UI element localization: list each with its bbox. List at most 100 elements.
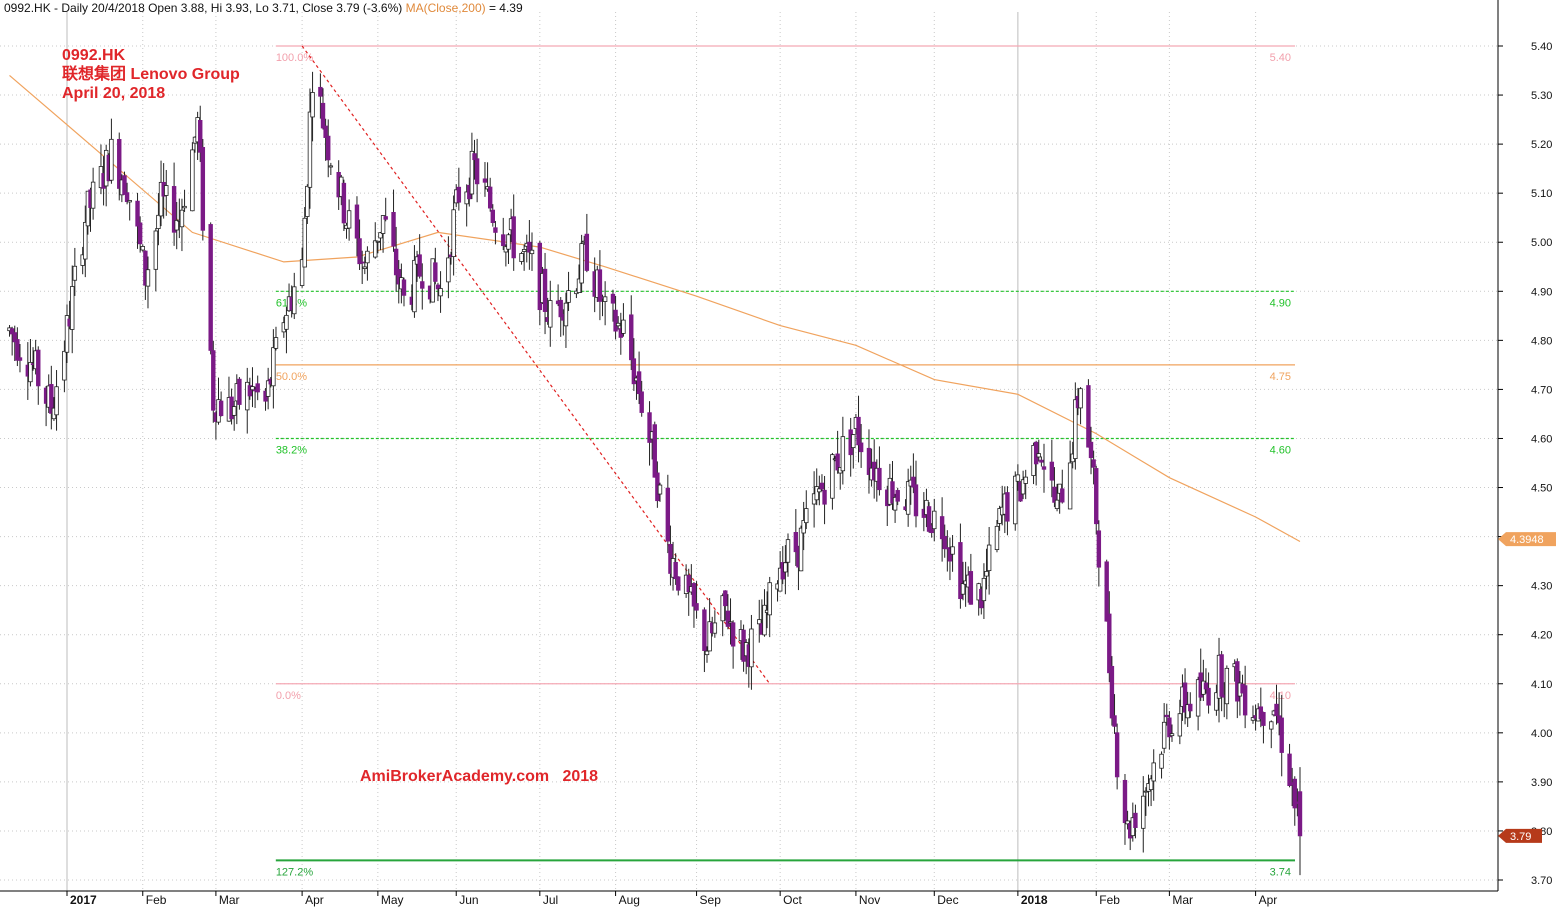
candle-down [1219,654,1224,697]
ma-value-badge-label: 4.3948 [1510,534,1544,546]
x-tick-label: Feb [146,893,167,907]
ohlc-readout: 0992.HK - Daily 20/4/2018 Open 3.88, Hi … [4,1,403,15]
candle-down [1096,530,1102,568]
candle-down [890,481,895,504]
y-tick-label: 5.40 [1531,41,1552,53]
candle-down [501,234,506,247]
candle-down [320,102,326,129]
watermark: AmiBrokerAcademy.com 2018 [360,768,599,785]
candle-down [1091,459,1096,468]
candle-down [584,233,590,271]
candle-up [1224,667,1230,705]
candle-down [487,186,493,209]
fib-pct-label: 38.2% [276,444,307,456]
candle-up [1015,474,1021,482]
candle-down [357,238,362,265]
candle-up [981,577,987,602]
candle-down [1292,778,1297,809]
candle-up [892,496,898,511]
candle-up [798,527,804,572]
candle-up [265,380,271,397]
x-tick-label: Jul [543,893,558,907]
y-tick-label: 4.10 [1531,679,1552,691]
candle-up [960,583,966,595]
candle-down [968,571,974,605]
x-tick-label: Oct [783,893,802,907]
candle-down [911,476,916,488]
candle-down [208,224,213,351]
candle-up [1151,762,1156,782]
candle-down [211,350,216,411]
candle-up [373,240,378,258]
ma-value: = 4.39 [485,1,523,15]
candle-down [686,575,691,593]
candle-down [200,147,206,231]
candle-up [250,386,255,391]
candle-up [712,622,718,634]
candle-up [109,138,114,181]
candle-down [1041,466,1047,470]
y-tick-label: 5.10 [1531,188,1552,200]
candle-up [1159,753,1164,769]
candle-up [757,619,762,625]
candle-down [135,200,140,227]
candle-down [1107,613,1112,674]
x-tick-label: Sep [700,893,722,907]
candle-up [950,546,955,555]
ma-label: MA(Close,200) [405,1,486,15]
candle-up [840,436,846,472]
y-tick-label: 4.00 [1531,728,1552,740]
candle-up [817,488,822,493]
candle-up [579,243,584,284]
candle-down [255,383,260,393]
y-tick-label: 4.70 [1531,384,1552,396]
candle-down [1133,812,1138,828]
candle-down [393,248,399,276]
candle-down [542,268,548,312]
candle-down [490,209,496,223]
candle-up [438,288,443,297]
fib-price-label: 3.74 [1270,866,1291,878]
x-tick-label: Jun [459,893,478,907]
candle-up [720,595,725,622]
candle-down [124,192,130,203]
candle-down [12,332,17,343]
candle-up [174,219,179,231]
candle-down [36,349,41,387]
candle-up [762,604,767,636]
candle-up [307,111,313,188]
candle-up [519,253,524,262]
candle-down [597,269,603,302]
candle-down [822,489,827,505]
candle-down [435,284,441,290]
candle-down [647,412,652,443]
candle-up [1141,795,1146,829]
candle-down [1242,685,1248,716]
x-tick-label: Aug [619,893,640,907]
candle-down [359,261,365,264]
candle-up [127,200,132,203]
fib-price-label: 4.75 [1270,371,1291,383]
candle-up [231,406,237,416]
candle-down [15,339,20,361]
candle-up [271,347,276,387]
candle-down [558,299,563,318]
candle-up [801,520,806,534]
candle-up [984,571,989,577]
candle-down [877,467,882,491]
candle-down [383,216,388,220]
x-tick-label: Apr [1259,893,1278,907]
candle-up [292,286,297,315]
candle-down [1109,665,1115,719]
candle-up [302,217,307,268]
candle-up [704,650,710,656]
y-tick-label: 5.00 [1531,237,1552,249]
candle-down [1104,561,1109,622]
candle-down [198,120,203,153]
candle-up [1169,733,1175,737]
candle-down [730,622,736,647]
candle-down [665,487,671,542]
candle-up [80,254,85,266]
y-tick-label: 4.50 [1531,483,1552,495]
candle-up [728,621,733,624]
